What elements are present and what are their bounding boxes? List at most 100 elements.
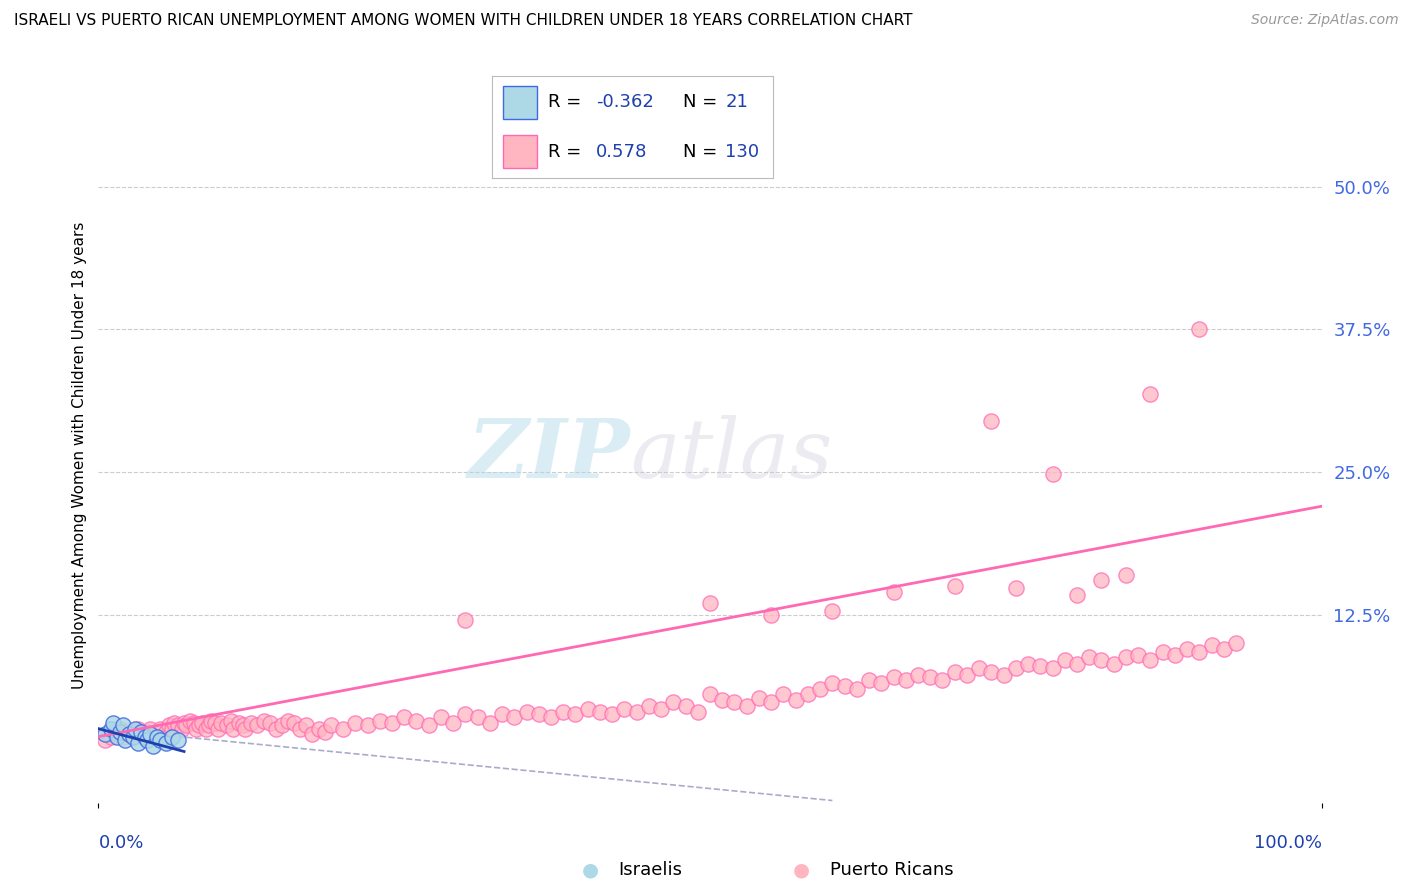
Point <box>160 722 183 736</box>
Text: ISRAELI VS PUERTO RICAN UNEMPLOYMENT AMONG WOMEN WITH CHILDREN UNDER 18 YEARS CO: ISRAELI VS PUERTO RICAN UNEMPLOYMENT AMO… <box>14 13 912 29</box>
Y-axis label: Unemployment Among Women with Children Under 18 years: Unemployment Among Women with Children U… <box>72 221 87 689</box>
Point <box>699 596 721 610</box>
Text: Source: ZipAtlas.com: Source: ZipAtlas.com <box>1251 13 1399 28</box>
Point <box>980 665 1002 679</box>
Point <box>870 676 893 690</box>
Point <box>553 705 575 719</box>
Point <box>149 722 172 736</box>
Point <box>111 730 134 744</box>
Point <box>197 718 219 732</box>
Point <box>1102 657 1125 671</box>
Point <box>155 725 177 739</box>
Point <box>613 702 636 716</box>
Point <box>118 727 141 741</box>
Text: 21: 21 <box>725 94 748 112</box>
Text: 130: 130 <box>725 143 759 161</box>
Point <box>187 718 209 732</box>
Point <box>1029 659 1052 673</box>
Point <box>118 727 141 741</box>
Point <box>207 722 229 736</box>
Point <box>418 718 440 732</box>
Point <box>344 715 367 730</box>
Point <box>127 722 149 736</box>
Point <box>101 725 124 739</box>
Point <box>173 715 195 730</box>
Point <box>240 715 263 730</box>
Point <box>114 725 136 739</box>
Point <box>121 730 143 744</box>
Point <box>686 705 709 719</box>
Point <box>454 613 477 627</box>
Point <box>332 722 354 736</box>
Point <box>319 718 342 732</box>
Point <box>980 414 1002 428</box>
Point <box>167 733 190 747</box>
Point <box>124 722 146 736</box>
Text: -0.362: -0.362 <box>596 94 654 112</box>
Point <box>626 705 648 719</box>
Point <box>392 710 416 724</box>
Point <box>576 702 599 716</box>
Point <box>441 715 464 730</box>
Point <box>160 730 183 744</box>
Point <box>219 714 242 728</box>
Point <box>105 730 128 744</box>
Text: ●: ● <box>793 860 810 880</box>
Point <box>97 727 120 741</box>
Text: N =: N = <box>683 143 723 161</box>
Point <box>167 718 190 732</box>
Point <box>1201 639 1223 653</box>
Point <box>139 722 162 736</box>
Point <box>540 710 562 724</box>
Point <box>170 722 193 736</box>
Text: atlas: atlas <box>630 415 832 495</box>
Point <box>1139 653 1161 667</box>
Point <box>589 705 612 719</box>
Point <box>821 604 844 618</box>
Point <box>478 715 501 730</box>
Point <box>821 676 844 690</box>
Point <box>748 690 770 705</box>
Point <box>142 739 165 753</box>
Text: R =: R = <box>548 143 588 161</box>
Point <box>100 730 122 744</box>
Point <box>270 718 294 732</box>
Point <box>228 715 250 730</box>
Point <box>204 715 226 730</box>
Point <box>200 714 222 728</box>
Point <box>222 722 245 736</box>
Point <box>209 715 232 730</box>
Point <box>883 584 905 599</box>
Point <box>491 706 513 721</box>
Point <box>246 718 269 732</box>
Point <box>564 706 586 721</box>
Point <box>967 661 990 675</box>
Point <box>1188 322 1211 336</box>
Point <box>956 668 979 682</box>
Point <box>124 725 146 739</box>
Point <box>907 668 929 682</box>
Text: ●: ● <box>582 860 599 880</box>
Point <box>195 722 218 736</box>
Text: Puerto Ricans: Puerto Ricans <box>830 861 953 879</box>
Point <box>1164 648 1187 662</box>
Point <box>155 737 177 751</box>
Point <box>259 715 281 730</box>
Point <box>735 698 758 713</box>
Point <box>252 714 274 728</box>
Text: 0.0%: 0.0% <box>98 834 143 852</box>
Point <box>931 673 953 687</box>
Point <box>711 693 734 707</box>
Point <box>515 705 537 719</box>
Point <box>1004 661 1026 675</box>
Point <box>467 710 489 724</box>
Point <box>1042 467 1064 482</box>
Point <box>110 725 132 739</box>
Point <box>845 681 868 696</box>
Point <box>290 722 312 736</box>
Point <box>129 727 152 741</box>
Point <box>101 715 124 730</box>
Point <box>858 673 880 687</box>
Point <box>834 680 856 694</box>
Point <box>1212 641 1234 656</box>
